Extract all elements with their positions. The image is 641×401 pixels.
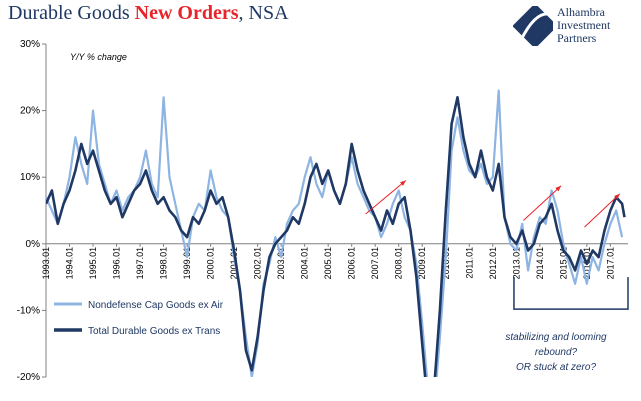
trend-arrowhead <box>400 180 406 186</box>
annotation-line3: OR stuck at zero? <box>516 362 596 373</box>
x-tick-label: 1996.01 <box>112 247 122 280</box>
logo-mark-icon <box>513 6 553 46</box>
y-tick-label: 10% <box>20 172 40 183</box>
x-tick-label: 2002.01 <box>253 247 263 280</box>
y-axis-label: Y/Y % change <box>70 52 127 62</box>
logo-line1: Alhambra <box>557 5 605 19</box>
title-part3: , NSA <box>238 2 289 24</box>
x-tick-label: 2003.01 <box>276 247 286 280</box>
trend-arrow <box>523 185 562 221</box>
trend-arrow <box>365 180 407 215</box>
x-tick-label: 2017.01 <box>605 247 615 280</box>
y-tick-label: -20% <box>17 372 40 383</box>
x-tick-label: 1995.01 <box>88 247 98 280</box>
x-tick-label: 2011.01 <box>464 247 474 279</box>
y-tick-label: -10% <box>17 305 40 316</box>
x-tick-label: 2009.01 <box>417 247 427 280</box>
trend-arrowhead <box>614 193 620 200</box>
x-tick-label: 2015.01 <box>558 247 568 280</box>
logo-text: Alhambra Investment Partners <box>557 6 610 45</box>
x-tick-label: 2005.01 <box>323 247 333 280</box>
y-tick-label: 30% <box>20 39 40 50</box>
y-tick-label: 0% <box>26 239 41 250</box>
chart-annotations <box>365 180 629 310</box>
x-tick-label: 2007.01 <box>370 247 380 280</box>
x-tick-label: 1997.01 <box>135 247 145 280</box>
x-tick-label: 1998.01 <box>159 247 169 280</box>
x-tick-label: 2000.01 <box>206 247 216 280</box>
trend-arrow <box>584 193 621 228</box>
title-part1: Durable Goods <box>8 2 135 24</box>
x-tick-label: 2013.01 <box>511 247 521 280</box>
company-logo: Alhambra Investment Partners <box>513 6 633 50</box>
logo-line2: Investment <box>557 18 611 32</box>
chart-series <box>46 89 626 377</box>
chart-title: Durable Goods New Orders, NSA <box>8 2 289 25</box>
y-tick-label: 20% <box>20 106 40 117</box>
x-tick-label: 1999.01 <box>182 247 192 280</box>
x-tick-label: 2012.01 <box>488 247 498 280</box>
annotation-line1: stabilizing and looming <box>505 332 607 343</box>
legend-label-2: Total Durable Goods ex Trans <box>88 326 220 337</box>
annotation-line2: rebound? <box>535 347 578 358</box>
logo-line3: Partners <box>557 31 597 45</box>
title-part2: New Orders <box>134 2 239 24</box>
series-line-2 <box>46 96 626 377</box>
x-tick-label: 2006.01 <box>347 247 357 280</box>
x-tick-label: 2004.01 <box>300 247 310 280</box>
x-tick-label: 1993.01 <box>41 247 51 280</box>
x-tick-label: 1994.01 <box>65 247 75 280</box>
range-bracket <box>513 277 629 310</box>
legend-label-1: Nondefense Cap Goods ex Air <box>88 300 224 311</box>
chart-legend: Nondefense Cap Goods ex Air Total Durable… <box>54 300 224 337</box>
x-tick-label: 2008.01 <box>394 247 404 280</box>
trend-arrowhead <box>555 185 561 192</box>
x-tick-label: 2014.01 <box>535 247 545 280</box>
